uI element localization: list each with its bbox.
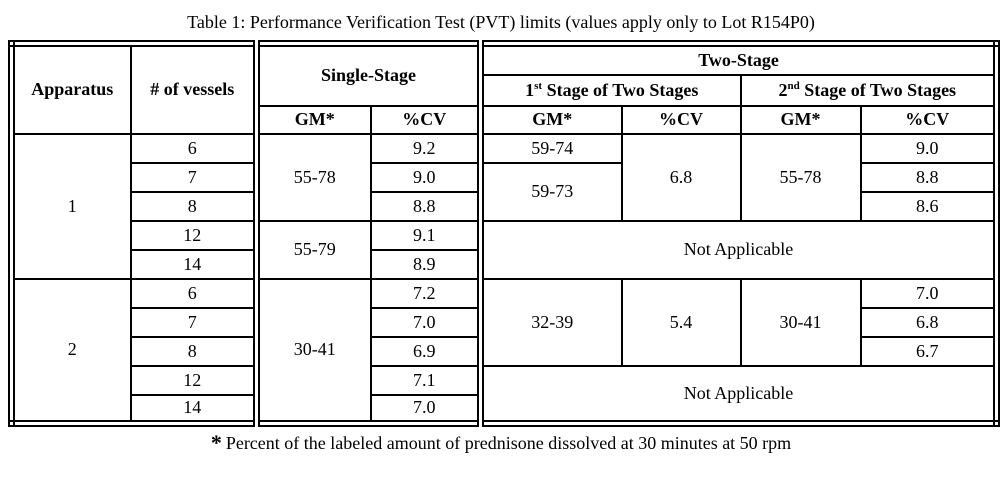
table-row: 14 8.9 <box>12 248 997 280</box>
table-row: 7 7.0 6.8 <box>12 306 998 338</box>
cell-a2-ts2-cv-8: 6.7 <box>859 335 998 367</box>
header-num-vessels: # of vessels <box>129 42 258 135</box>
cell-a2-ts2-gm: 30-41 <box>739 277 862 367</box>
table-title: Table 1: Performance Verification Test (… <box>187 12 815 32</box>
table-row: 12 55-79 9.1 Not Applicable <box>12 219 998 280</box>
cell-a2-vessels-14: 14 <box>129 393 258 425</box>
cell-a1-ts1-gm-6: 59-74 <box>477 132 623 164</box>
cell-a1-ss-gm-1214: 55-79 <box>253 219 372 280</box>
cell-a2-ts1-cv: 5.4 <box>620 277 742 367</box>
table-row: 1 6 55-78 9.2 59-74 6.8 55-78 9.0 <box>10 132 998 280</box>
cell-a1-ts2-cv-8: 8.6 <box>859 190 998 222</box>
header-first-stage: 1st Stage of Two Stages <box>477 73 742 107</box>
cell-a2-ss-cv-6: 7.2 <box>369 277 482 309</box>
table-row: 7 9.0 59-73 8.8 <box>12 161 998 222</box>
cell-a2-ss-gm: 30-41 <box>253 277 372 425</box>
cell-a2-ss-cv-7: 7.0 <box>369 306 482 338</box>
first-stage-text: Stage of Two Stages <box>542 79 699 100</box>
table-row: 8 8.8 8.6 <box>12 190 998 222</box>
header-ss-gm: GM* <box>253 104 372 135</box>
pvt-limits-table: Apparatus # of vessels Single-Stage Two-… <box>8 40 1001 427</box>
second-stage-text: Stage of Two Stages <box>799 79 957 100</box>
cell-a2-ss-cv-8: 6.9 <box>369 335 482 367</box>
footnote: * Percent of the labeled amount of predni… <box>0 432 1002 454</box>
cell-a1-vessels-12: 12 <box>129 219 258 251</box>
table-row: 8 6.9 6.7 <box>12 335 998 367</box>
header-second-stage: 2nd Stage of Two Stages <box>739 73 998 107</box>
first-stage-num: 1 <box>525 79 535 100</box>
second-stage-ordinal: nd <box>787 79 800 92</box>
cell-a1-vessels-7: 7 <box>129 161 258 193</box>
cell-a2-ss-cv-12: 7.1 <box>369 364 482 396</box>
cell-a1-ts1-cv: 6.8 <box>620 132 742 222</box>
cell-a1-not-applicable: Not Applicable <box>477 219 998 280</box>
first-stage-ordinal: st <box>534 79 543 92</box>
header-ts2-gm: GM* <box>739 104 862 135</box>
header-apparatus: Apparatus <box>10 42 132 135</box>
table-row: 2 6 30-41 7.2 32-39 5.4 30-41 7.0 <box>10 277 998 425</box>
header-ss-cv: %CV <box>369 104 482 135</box>
cell-a2-ts1-gm: 32-39 <box>477 277 623 367</box>
cell-a2-vessels-8: 8 <box>129 335 258 367</box>
cell-a1-ts2-gm: 55-78 <box>739 132 862 222</box>
cell-a1-ss-cv-6: 9.2 <box>369 132 482 164</box>
header-ts1-cv: %CV <box>620 104 742 135</box>
cell-a2-vessels-12: 12 <box>129 364 258 396</box>
second-stage-num: 2 <box>778 79 788 100</box>
cell-a2-not-applicable: Not Applicable <box>477 364 998 425</box>
table-row: 12 7.1 Not Applicable <box>12 364 998 425</box>
header-ts1-gm: GM* <box>477 104 623 135</box>
cell-a1-ss-cv-7: 9.0 <box>369 161 482 193</box>
header-ts2-cv: %CV <box>859 104 998 135</box>
header-single-stage: Single-Stage <box>252 42 482 107</box>
cell-a1-ss-cv-14: 8.9 <box>369 248 482 280</box>
cell-a2-ss-cv-14: 7.0 <box>369 393 482 425</box>
cell-a1-ts2-cv-7: 8.8 <box>859 161 998 193</box>
cell-a1-ss-gm-678: 55-78 <box>253 132 372 222</box>
table-row: 14 7.0 <box>12 393 997 425</box>
footnote-asterisk: * <box>210 430 222 455</box>
cell-a1-vessels-14: 14 <box>129 248 258 280</box>
cell-a2-ts2-cv-6: 7.0 <box>859 277 998 309</box>
cell-a2-vessels-6: 6 <box>129 277 258 309</box>
footnote-text: Percent of the labeled amount of prednis… <box>225 433 792 453</box>
cell-a1-ss-cv-12: 9.1 <box>369 219 482 251</box>
cell-a1-vessels-6: 6 <box>129 132 258 164</box>
cell-a2-ts2-cv-7: 6.8 <box>859 306 998 338</box>
cell-a1-ss-cv-8: 8.8 <box>369 190 482 222</box>
cell-a1-ts2-cv-6: 9.0 <box>859 132 998 164</box>
cell-a1-ts1-gm-78: 59-73 <box>477 161 623 222</box>
header-two-stage: Two-Stage <box>477 42 998 76</box>
cell-apparatus-1: 1 <box>10 132 132 280</box>
cell-a1-vessels-8: 8 <box>129 190 258 222</box>
cell-apparatus-2: 2 <box>10 277 132 425</box>
cell-a2-vessels-7: 7 <box>129 306 258 338</box>
